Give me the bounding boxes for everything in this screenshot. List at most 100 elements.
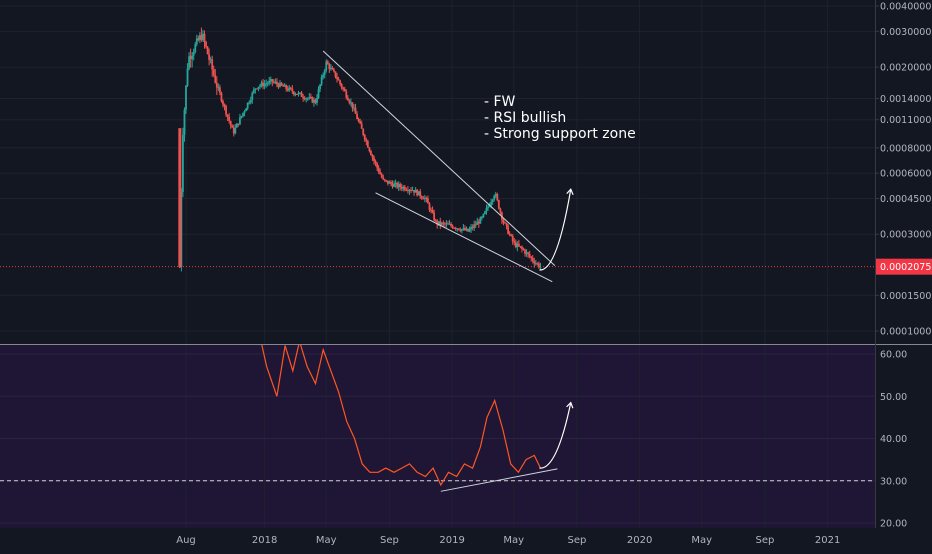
- candle-body: [249, 99, 252, 103]
- candle-body: [473, 224, 476, 228]
- candle-body: [465, 228, 468, 231]
- candle-body: [477, 221, 480, 224]
- candle-body: [197, 38, 200, 41]
- candle-body: [263, 83, 266, 87]
- candle-body: [349, 102, 352, 104]
- candle-body: [248, 102, 251, 104]
- price-tick-label: 0.00200000: [880, 63, 932, 74]
- candle-body: [209, 59, 212, 61]
- candle-body: [366, 141, 369, 148]
- candle-body: [251, 92, 254, 100]
- candle-body: [394, 182, 397, 184]
- candle-body: [505, 223, 508, 226]
- candle-body: [333, 69, 335, 72]
- candle-body: [521, 246, 523, 249]
- candle-body: [507, 225, 509, 234]
- candle-body: [528, 254, 531, 257]
- candle-body: [178, 128, 182, 267]
- candle-body: [356, 113, 358, 120]
- price-pane: [0, 27, 875, 283]
- candle-body: [360, 123, 363, 129]
- candle-body: [309, 96, 312, 98]
- wedge-trendline: [322, 50, 556, 267]
- candle-body: [436, 220, 439, 225]
- candle-body: [484, 211, 486, 214]
- price-tick-label: 0.00080000: [880, 143, 932, 154]
- candle-body: [417, 191, 420, 196]
- candle-body: [283, 85, 286, 87]
- candle-body: [254, 88, 257, 90]
- candle-body: [314, 99, 317, 103]
- candle-body: [496, 194, 499, 201]
- annotation-line-2: - RSI bullish: [484, 110, 566, 126]
- candle-body: [308, 96, 311, 99]
- price-tick-label: 0.00030000: [880, 230, 932, 241]
- candle-body: [203, 33, 206, 42]
- candle-body: [493, 195, 496, 200]
- candle-body: [228, 116, 231, 122]
- candle-body: [246, 102, 249, 109]
- candle-body: [245, 108, 248, 112]
- candle-body: [292, 91, 295, 95]
- candle-body: [448, 223, 451, 225]
- candle-body: [226, 114, 229, 117]
- candle-body: [442, 222, 445, 224]
- candle-body: [408, 189, 411, 191]
- candle-body: [194, 44, 197, 53]
- annotation-line-3: - Strong support zone: [484, 126, 636, 142]
- candle-body: [178, 266, 181, 268]
- candle-body: [231, 125, 234, 128]
- candle-body: [208, 54, 211, 60]
- x-tick-label: Aug: [176, 535, 196, 546]
- candle-body: [530, 256, 533, 258]
- candle-body: [296, 93, 298, 95]
- candle-body: [385, 180, 388, 182]
- candle-body: [266, 83, 269, 85]
- candle-body: [316, 97, 318, 103]
- candle-body: [428, 203, 431, 210]
- price-tick-label: 0.00015000: [880, 291, 932, 302]
- price-tick-label: 0.00110000: [880, 115, 932, 126]
- candle-body: [434, 220, 437, 222]
- candle-body: [456, 228, 459, 230]
- candle-body: [494, 194, 497, 196]
- candle-body: [323, 70, 326, 75]
- candle-body: [471, 226, 474, 228]
- candle-body: [220, 92, 223, 102]
- candle-body: [487, 206, 489, 208]
- candle-body: [313, 99, 315, 103]
- candle-body: [439, 221, 442, 225]
- rsi-tick-label: 60.00: [880, 350, 907, 361]
- price-tick-label: 0.00060000: [880, 169, 932, 180]
- candle-body: [237, 123, 240, 125]
- candle-body: [269, 79, 272, 81]
- candle-body: [499, 208, 502, 213]
- candle-body: [200, 35, 203, 40]
- candle-body: [396, 182, 399, 188]
- candle-body: [450, 223, 452, 226]
- candle-body: [534, 263, 537, 265]
- candle-body: [300, 92, 303, 97]
- x-tick-label: Sep: [756, 535, 775, 546]
- candle-body: [420, 196, 423, 199]
- candle-body: [234, 127, 237, 134]
- candle-body: [206, 46, 209, 55]
- candle-body: [474, 224, 477, 226]
- candle-body: [485, 207, 488, 212]
- candle-body: [326, 61, 329, 65]
- x-tick-label: May: [316, 535, 337, 546]
- candle-body: [294, 93, 297, 95]
- candle-body: [286, 88, 289, 91]
- candle-body: [302, 96, 305, 99]
- candle-body: [306, 98, 309, 100]
- candle-body: [390, 181, 392, 184]
- candle-body: [257, 86, 260, 89]
- candle-body: [255, 88, 258, 90]
- candle-body: [348, 100, 351, 103]
- candle-body: [198, 35, 201, 41]
- candle-body: [508, 233, 511, 235]
- candle-body: [504, 222, 506, 224]
- candle-body: [403, 186, 406, 190]
- candle-body: [365, 139, 368, 142]
